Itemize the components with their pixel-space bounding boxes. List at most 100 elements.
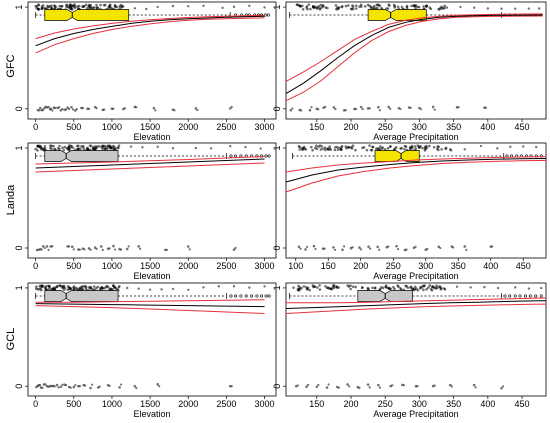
x-tick-label: 1500: [140, 122, 160, 132]
presence-point: [61, 146, 64, 150]
presence-point: [455, 285, 459, 288]
presence-point: [82, 5, 86, 8]
presence-point: [156, 145, 159, 149]
presence-point: [483, 285, 486, 289]
presence-point: [514, 7, 517, 10]
presence-point: [428, 6, 432, 9]
absence-point: [332, 246, 335, 249]
presence-point: [435, 287, 438, 290]
panel-3: 0 500 1000 1500 2000 2500 3000 0 1 Elevation: [14, 142, 277, 281]
boxplot-outlier: [534, 294, 538, 298]
presence-point: [400, 5, 404, 9]
presence-point: [439, 287, 443, 291]
absence-point: [54, 106, 57, 110]
presence-point: [298, 148, 302, 151]
boxplot-outlier: [234, 154, 238, 158]
presence-point: [68, 3, 72, 7]
presence-point: [302, 285, 306, 288]
presence-point: [373, 7, 376, 10]
absence-point: [234, 246, 237, 250]
presence-point: [435, 284, 438, 288]
absence-point: [41, 108, 45, 112]
presence-point: [400, 146, 403, 150]
presence-point: [171, 147, 175, 150]
presence-point: [315, 144, 318, 148]
x-tick-label: 200: [343, 399, 358, 409]
absence-point: [135, 106, 138, 109]
presence-point: [67, 144, 71, 147]
presence-point: [432, 145, 436, 149]
x-tick-label: 250: [386, 261, 401, 271]
presence-point: [80, 287, 84, 291]
absence-point: [399, 107, 402, 111]
absence-point: [358, 386, 361, 390]
x-tick-label: 450: [515, 399, 530, 409]
ci-lower-line: [35, 305, 265, 314]
absence-point: [39, 383, 42, 387]
presence-point: [381, 286, 385, 290]
presence-point: [95, 286, 98, 290]
presence-point: [316, 5, 319, 9]
boxplot: [35, 9, 270, 21]
x-tick-label: 250: [378, 399, 393, 409]
x-tick-label: 100: [288, 261, 303, 271]
presence-point: [89, 144, 93, 148]
presence-point: [92, 6, 96, 9]
presence-point: [397, 285, 400, 288]
presence-point: [69, 287, 72, 291]
absence-point: [426, 247, 429, 251]
absence-point: [74, 109, 77, 112]
absence-point: [315, 385, 319, 389]
presence-point: [354, 285, 358, 289]
boxplot-outlier: [250, 294, 254, 298]
presence-point: [36, 149, 39, 152]
presence-point: [416, 5, 420, 9]
boxplot-outlier: [260, 154, 264, 158]
absence-point: [437, 245, 441, 249]
presence-point: [365, 148, 369, 152]
absence-point: [376, 245, 379, 249]
presence-point: [311, 148, 314, 152]
absence-point: [70, 105, 73, 109]
absence-point: [387, 105, 390, 109]
presence-point: [56, 146, 60, 150]
absence-point: [377, 383, 380, 387]
boxplot-notched-box: [44, 150, 119, 162]
presence-point: [334, 145, 337, 149]
presence-point: [312, 285, 315, 289]
presence-point: [35, 285, 38, 288]
presence-point: [385, 7, 388, 10]
fit-line: [35, 158, 265, 169]
absence-point: [354, 107, 358, 111]
absence-point: [369, 247, 372, 250]
presence-point: [444, 147, 447, 150]
presence-point: [421, 146, 424, 150]
presence-point: [308, 288, 312, 292]
absence-point: [154, 109, 157, 112]
presence-point: [332, 284, 335, 287]
presence-point: [209, 147, 213, 150]
presence-point: [422, 288, 425, 292]
absence-point: [112, 107, 115, 110]
presence-point: [108, 3, 112, 7]
absence-point: [343, 245, 346, 248]
presence-point: [232, 285, 236, 288]
plot-frame: [285, 1, 547, 120]
absence-point: [135, 386, 138, 390]
presence-point: [522, 145, 525, 148]
presence-point: [85, 147, 89, 151]
x-tick-label: 300: [418, 261, 433, 271]
absence-point: [188, 248, 191, 251]
absence-point: [387, 245, 390, 248]
y-tick-label: 0: [272, 384, 282, 389]
x-tick-label: 200: [343, 122, 358, 132]
presence-point: [47, 287, 51, 291]
absence-point: [305, 245, 309, 248]
absence-point: [72, 248, 75, 251]
presence-point: [423, 145, 427, 149]
absence-point: [158, 385, 161, 388]
presence-point: [403, 147, 406, 151]
presence-point: [318, 7, 322, 10]
presence-point: [118, 284, 121, 288]
